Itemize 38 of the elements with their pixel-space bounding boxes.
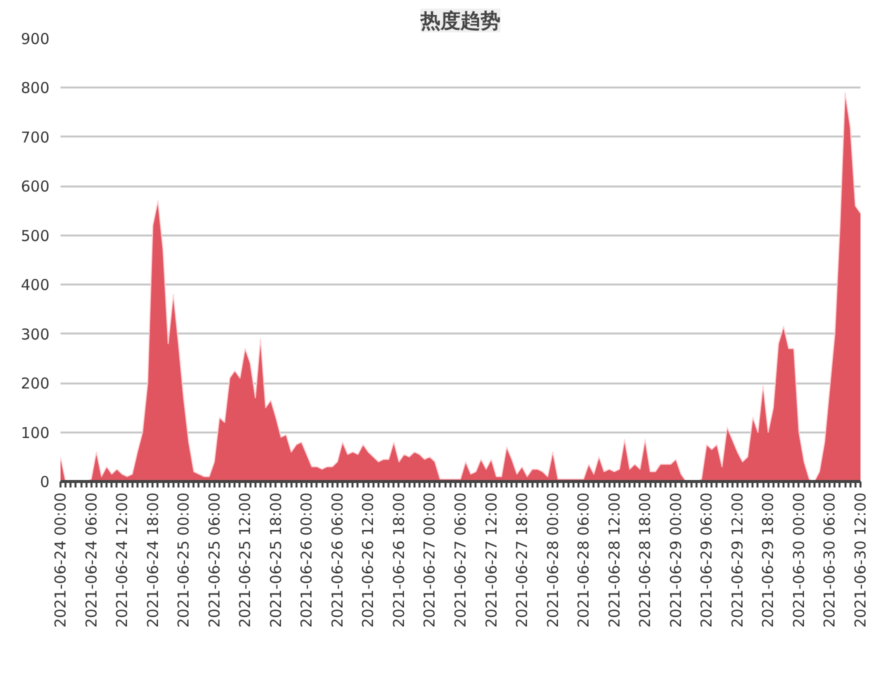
- y-tick-label: 700: [20, 128, 50, 146]
- x-tick-label: 2021-06-28 06:00: [574, 492, 593, 628]
- x-tick-label: 2021-06-27 18:00: [513, 492, 532, 628]
- x-tick-label: 2021-06-24 18:00: [144, 492, 162, 628]
- y-tick-label: 200: [20, 374, 50, 393]
- x-tick-label: 2021-06-29 06:00: [698, 492, 716, 628]
- y-tick-label: 400: [20, 276, 50, 294]
- x-tick-label: 2021-06-28 00:00: [544, 492, 562, 628]
- x-tick-label: 2021-06-26 06:00: [328, 492, 346, 628]
- y-tick-label: 500: [20, 226, 50, 245]
- x-tick-label: 2021-06-29 00:00: [666, 492, 685, 628]
- x-tick-label: 2021-06-30 12:00: [852, 492, 870, 628]
- x-tick-label: 2021-06-28 18:00: [636, 492, 654, 628]
- x-tick-label: 2021-06-26 18:00: [390, 492, 408, 628]
- x-tick-label: 2021-06-29 12:00: [728, 492, 746, 628]
- y-tick-label: 800: [20, 79, 50, 98]
- y-tick-label: 900: [20, 30, 50, 48]
- x-tick-label: 2021-06-24 00:00: [52, 492, 70, 628]
- x-tick-label: 2021-06-27 06:00: [452, 492, 470, 628]
- x-tick-label: 2021-06-28 12:00: [605, 492, 624, 628]
- x-tick-label: 2021-06-26 12:00: [359, 492, 378, 628]
- x-tick-label: 2021-06-25 06:00: [205, 492, 224, 628]
- x-tick-label: 2021-06-26 00:00: [298, 492, 316, 628]
- x-tick-label: 2021-06-30 00:00: [790, 492, 808, 628]
- x-tick-label: 2021-06-25 12:00: [236, 492, 254, 628]
- x-tick-label: 2021-06-24 06:00: [82, 492, 100, 628]
- x-tick-label: 2021-06-30 06:00: [820, 492, 839, 628]
- y-tick-label: 100: [20, 424, 50, 442]
- y-tick-label: 300: [20, 325, 50, 344]
- y-tick-label: 0: [40, 473, 50, 491]
- x-tick-label: 2021-06-29 18:00: [759, 492, 778, 628]
- x-tick-label: 2021-06-25 18:00: [266, 492, 285, 628]
- chart-title: 热度趋势: [420, 8, 500, 32]
- y-tick-label: 600: [20, 178, 50, 196]
- x-tick-label: 2021-06-25 00:00: [174, 492, 193, 628]
- x-tick-label: 2021-06-27 00:00: [420, 492, 439, 628]
- x-tick-label: 2021-06-24 12:00: [113, 492, 132, 628]
- x-tick-label: 2021-06-27 12:00: [482, 492, 500, 628]
